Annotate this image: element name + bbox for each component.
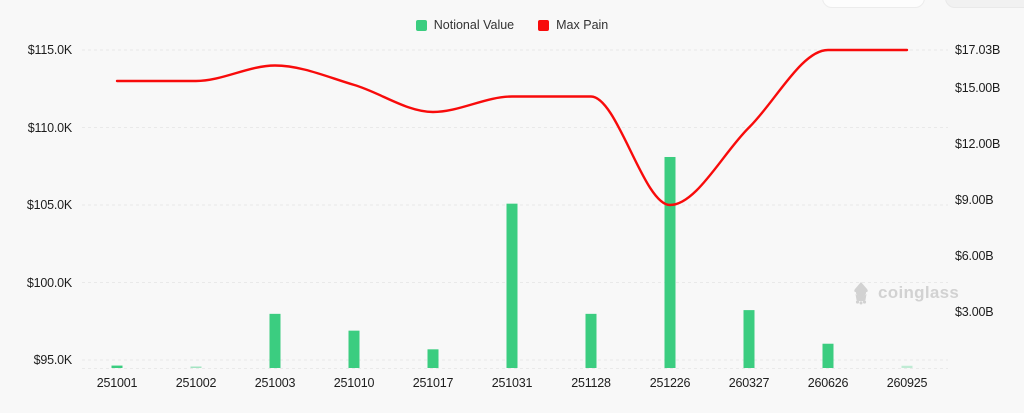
legend-item-notional-value[interactable]: Notional Value bbox=[415, 18, 515, 32]
right-axis-tick: $6.00B bbox=[955, 248, 994, 263]
x-axis-tick: 251031 bbox=[491, 376, 533, 390]
notional-value-bar bbox=[111, 365, 123, 368]
notional-value-bar bbox=[585, 313, 597, 368]
notional-value-bar bbox=[743, 310, 755, 368]
notional-value-bar bbox=[506, 203, 518, 368]
legend-label: Max Pain bbox=[556, 18, 609, 32]
right-axis-tick: $3.00B bbox=[955, 304, 994, 319]
coinglass-watermark: coinglass bbox=[850, 281, 959, 305]
x-axis-tick: 251017 bbox=[412, 376, 454, 390]
notional-value-bar bbox=[664, 156, 676, 368]
notional-value-bar bbox=[269, 313, 281, 368]
x-axis-tick: 251226 bbox=[649, 376, 691, 390]
x-axis-tick: 251002 bbox=[175, 376, 217, 390]
x-axis-tick: 260626 bbox=[807, 376, 849, 390]
notional-value-bar bbox=[901, 365, 913, 368]
x-axis-tick: 251003 bbox=[254, 376, 296, 390]
right-axis-tick: $17.03B bbox=[955, 42, 1001, 57]
x-axis-tick: 251001 bbox=[96, 376, 138, 390]
notional-value-bar bbox=[190, 366, 202, 368]
left-axis-tick: $110.0K bbox=[27, 120, 72, 135]
left-axis-tick: $115.0K bbox=[27, 43, 72, 57]
chart-legend: Notional Value Max Pain bbox=[0, 18, 1024, 32]
right-axis-tick: $15.00B bbox=[955, 80, 1001, 95]
x-axis-tick: 260327 bbox=[728, 376, 770, 390]
notional-value-bar bbox=[348, 330, 360, 368]
left-axis-tick: $100.0K bbox=[26, 275, 72, 290]
right-axis-tick: $12.00B bbox=[955, 136, 1001, 151]
notional-value-bar bbox=[427, 349, 439, 368]
left-axis-tick: $105.0K bbox=[26, 198, 72, 212]
max-pain-swatch-icon bbox=[538, 19, 550, 31]
x-axis-tick: 260925 bbox=[886, 376, 928, 390]
left-axis-tick: $95.0K bbox=[33, 353, 73, 367]
max-pain-line bbox=[115, 48, 909, 207]
legend-item-max-pain[interactable]: Max Pain bbox=[538, 18, 608, 32]
right-axis-tick: $9.00B bbox=[955, 192, 994, 207]
notional-value-bar bbox=[822, 343, 834, 368]
watermark-text: coinglass bbox=[878, 283, 960, 302]
x-axis-tick: 251010 bbox=[333, 376, 375, 390]
legend-label: Notional Value bbox=[433, 18, 515, 32]
coinglass-logo-icon bbox=[854, 282, 868, 305]
x-axis-tick: 251128 bbox=[571, 376, 611, 390]
notional-value-swatch-icon bbox=[415, 19, 427, 31]
